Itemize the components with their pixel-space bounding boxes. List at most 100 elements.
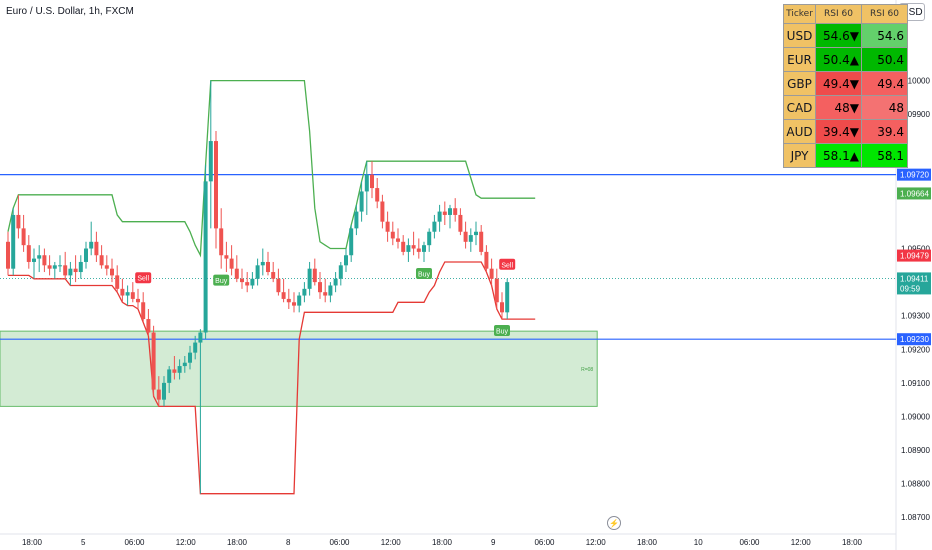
candle[interactable] <box>167 369 172 383</box>
candle[interactable] <box>151 332 156 390</box>
candle[interactable] <box>260 261 265 266</box>
candle[interactable] <box>229 258 234 269</box>
candle[interactable] <box>42 255 47 266</box>
candle[interactable] <box>177 366 182 373</box>
candle[interactable] <box>136 298 140 303</box>
candle[interactable] <box>479 231 484 252</box>
candle[interactable] <box>130 292 135 299</box>
candle[interactable] <box>276 278 281 293</box>
candle[interactable] <box>422 245 426 252</box>
candle[interactable] <box>328 285 333 296</box>
candle[interactable] <box>182 362 187 367</box>
candle[interactable] <box>156 389 161 400</box>
candle[interactable] <box>349 228 354 256</box>
candle[interactable] <box>162 382 166 400</box>
candle[interactable] <box>302 288 307 296</box>
candle[interactable] <box>297 295 302 306</box>
candle[interactable] <box>281 292 286 299</box>
candle[interactable] <box>375 188 380 202</box>
candle[interactable] <box>203 181 208 333</box>
candle[interactable] <box>437 211 442 222</box>
candle[interactable] <box>385 221 390 232</box>
candle[interactable] <box>318 282 322 293</box>
candle[interactable] <box>463 231 468 242</box>
candle[interactable] <box>271 272 276 279</box>
candle[interactable] <box>89 241 94 249</box>
candle[interactable] <box>266 261 270 273</box>
candle[interactable] <box>427 231 432 246</box>
candle[interactable] <box>494 278 499 303</box>
candle[interactable] <box>104 265 109 269</box>
candle[interactable] <box>484 251 489 269</box>
candle[interactable] <box>396 238 400 242</box>
candle[interactable] <box>474 231 478 236</box>
candle[interactable] <box>224 255 229 259</box>
candle[interactable] <box>234 268 239 279</box>
candle[interactable] <box>354 211 359 229</box>
candle[interactable] <box>380 201 385 222</box>
candle[interactable] <box>125 292 130 296</box>
candle[interactable] <box>250 278 255 286</box>
candle[interactable] <box>16 214 21 229</box>
candle[interactable] <box>172 369 177 373</box>
candle[interactable] <box>255 265 260 279</box>
candle[interactable] <box>115 275 120 289</box>
candle[interactable] <box>411 245 416 249</box>
candle[interactable] <box>32 258 36 262</box>
candle[interactable] <box>500 302 504 313</box>
candle[interactable] <box>292 302 296 306</box>
candle[interactable] <box>68 268 73 276</box>
candle[interactable] <box>11 214 16 269</box>
candle[interactable] <box>188 352 192 363</box>
candle[interactable] <box>401 241 406 252</box>
candle[interactable] <box>6 241 10 269</box>
candle[interactable] <box>37 255 42 259</box>
candle[interactable] <box>110 268 114 276</box>
candle[interactable] <box>141 302 146 320</box>
candle[interactable] <box>416 248 421 252</box>
candle[interactable] <box>26 245 31 262</box>
candle[interactable] <box>245 282 250 286</box>
candle[interactable] <box>370 174 374 189</box>
sell-signal[interactable]: Sell <box>135 272 152 284</box>
buy-signal[interactable]: Buy <box>416 267 432 279</box>
plot-area[interactable] <box>0 0 896 534</box>
candle[interactable] <box>406 245 411 252</box>
candle[interactable] <box>198 332 203 343</box>
candle[interactable] <box>73 268 78 273</box>
candle[interactable] <box>21 228 26 246</box>
candle[interactable] <box>448 208 452 215</box>
candle[interactable] <box>47 265 52 269</box>
candle[interactable] <box>359 191 364 212</box>
candle[interactable] <box>442 211 447 215</box>
candle[interactable] <box>219 228 224 256</box>
candle[interactable] <box>468 235 473 242</box>
lightning-icon[interactable]: ⚡ <box>607 516 621 530</box>
candle[interactable] <box>146 319 151 333</box>
candle[interactable] <box>99 255 104 266</box>
candle[interactable] <box>286 298 291 303</box>
candle[interactable] <box>307 268 312 289</box>
candle[interactable] <box>344 255 348 266</box>
candle[interactable] <box>193 342 198 353</box>
candle[interactable] <box>58 265 62 267</box>
candle[interactable] <box>453 208 458 215</box>
candle[interactable] <box>84 248 88 262</box>
candle[interactable] <box>458 214 463 232</box>
candle[interactable] <box>52 265 57 269</box>
candle[interactable] <box>214 141 218 229</box>
candle[interactable] <box>78 261 83 273</box>
candle[interactable] <box>489 268 494 279</box>
candle[interactable] <box>323 292 328 296</box>
candle[interactable] <box>312 268 317 283</box>
candle[interactable] <box>432 221 437 232</box>
candle[interactable] <box>63 265 68 276</box>
buy-signal[interactable]: Buy <box>213 274 230 286</box>
candle[interactable] <box>240 278 244 283</box>
candle[interactable] <box>390 231 395 239</box>
sell-signal[interactable]: Sell <box>499 258 516 270</box>
candle[interactable] <box>338 265 343 279</box>
candle[interactable] <box>208 141 213 182</box>
